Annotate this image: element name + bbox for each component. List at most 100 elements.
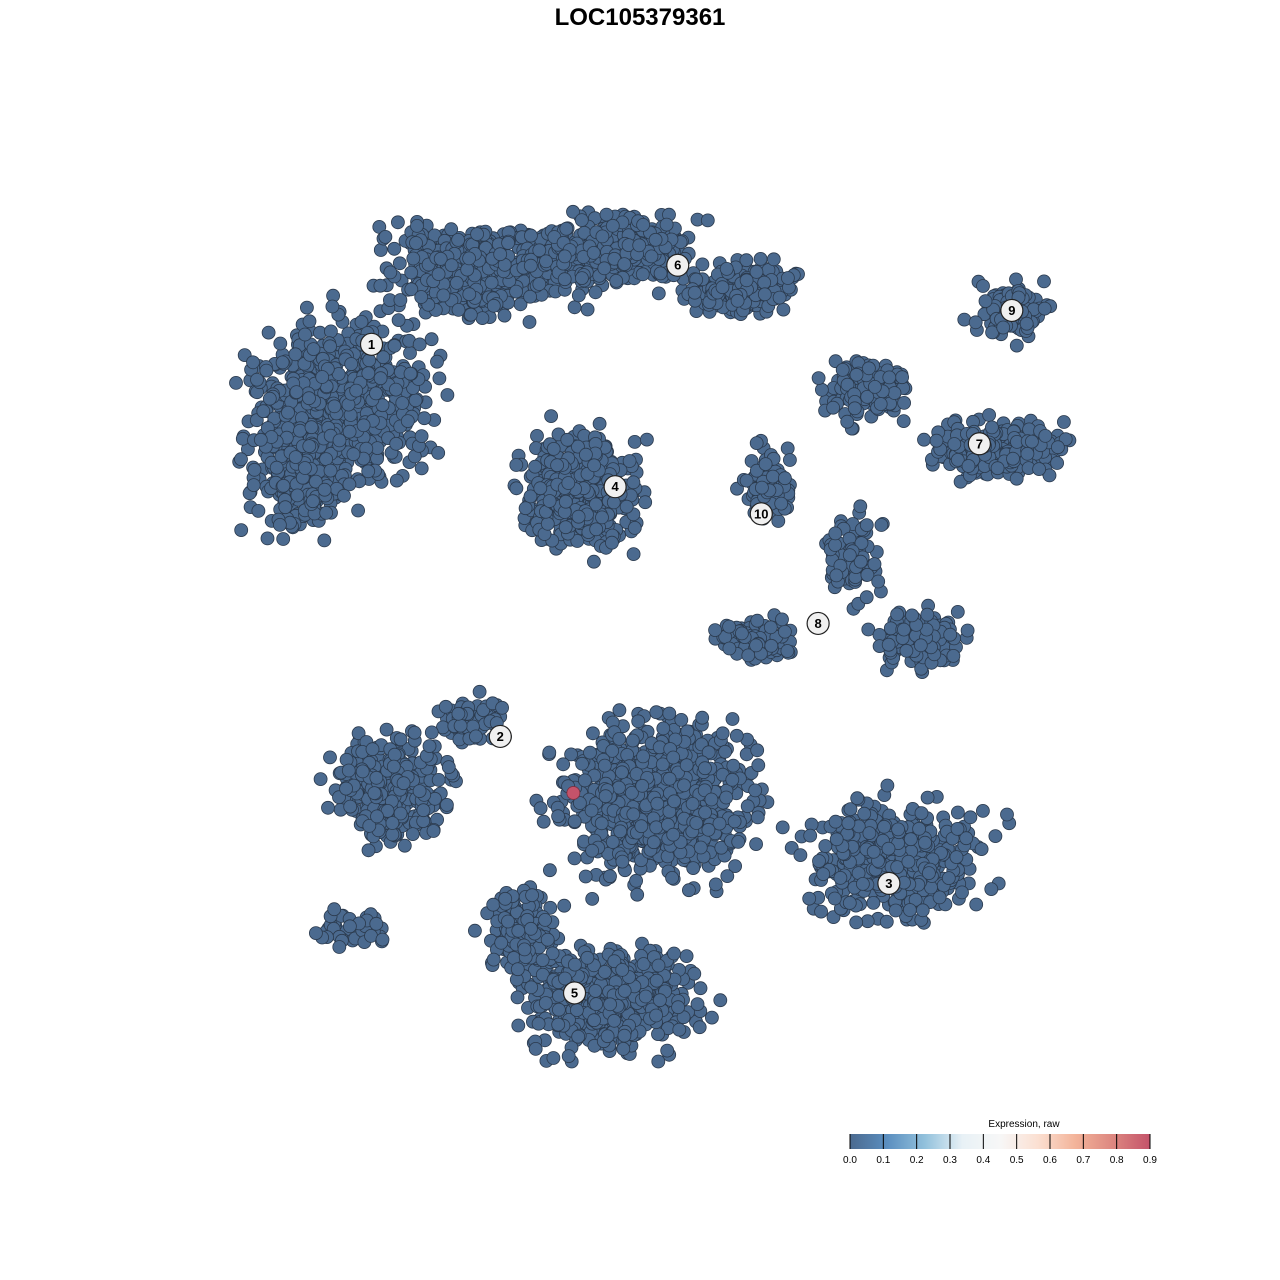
cell-point (567, 814, 582, 829)
cell-point (298, 327, 312, 342)
cell-point (1025, 434, 1039, 449)
cell-point (387, 747, 402, 762)
cell-point (840, 414, 855, 429)
cell-point (634, 819, 649, 834)
cell-point (859, 518, 874, 532)
cell-point (828, 526, 843, 541)
cell-point (718, 744, 732, 759)
cell-point (659, 217, 674, 232)
cell-point (356, 418, 371, 433)
cell-point (585, 843, 599, 858)
cell-point (1038, 428, 1053, 443)
cell-point (749, 837, 763, 851)
cell-point (629, 873, 643, 888)
cell-point (635, 267, 650, 282)
cell-point (750, 743, 765, 758)
cell-point (750, 810, 765, 825)
cell-point (378, 229, 393, 244)
cell-point (575, 271, 589, 286)
cell-point (698, 805, 712, 820)
cell-point (317, 533, 332, 548)
cell-point (766, 469, 780, 484)
cell-point (815, 382, 829, 397)
cell-point (323, 324, 338, 339)
cell-point (943, 627, 958, 642)
cell-point (780, 441, 795, 456)
chart-title: LOC105379361 (554, 4, 726, 31)
cell-point (449, 275, 464, 290)
cell-point (533, 801, 548, 816)
cell-point (343, 799, 358, 814)
cell-point (567, 300, 582, 315)
cell-point (626, 807, 641, 822)
cell-point (305, 494, 320, 509)
cell-point (1009, 471, 1024, 486)
cell-point (695, 710, 710, 725)
cell-point (246, 355, 260, 370)
cell-point (646, 835, 661, 850)
cell-point (613, 824, 628, 839)
cell-point (275, 355, 290, 370)
cell-point (960, 623, 975, 638)
cell-point (719, 790, 734, 805)
cell-point (302, 439, 317, 454)
cell-point (298, 461, 312, 475)
cell-point (406, 251, 421, 266)
cell-point (689, 816, 704, 830)
cell-point (640, 432, 654, 447)
cell-point (638, 495, 653, 510)
cell-point (874, 518, 889, 532)
cell-point (451, 232, 466, 247)
cell-point (390, 215, 405, 230)
cell-point (440, 388, 455, 402)
cell-point (323, 339, 338, 354)
cell-point (725, 772, 740, 787)
cell-point (550, 458, 564, 473)
cell-point (431, 445, 446, 460)
cell-point (560, 432, 575, 447)
cell-point (597, 758, 612, 773)
cell-point (587, 554, 601, 569)
cell-point (704, 792, 719, 807)
cell-point (361, 464, 376, 479)
cell-point (414, 461, 429, 476)
cell-point (524, 228, 538, 243)
cell-point (260, 531, 275, 546)
cell-point (1019, 316, 1034, 331)
cell-point (589, 522, 604, 537)
cell-point (662, 771, 677, 786)
cell-point (587, 458, 601, 473)
cell-point (860, 914, 875, 929)
cell-point (776, 302, 791, 317)
cell-point (416, 803, 431, 818)
cell-point (605, 535, 619, 550)
cell-point (410, 218, 424, 233)
cell-point (976, 279, 990, 293)
cell-point (385, 827, 400, 842)
cell-point (302, 314, 317, 329)
cell-point (412, 337, 427, 352)
cell-point (674, 713, 689, 727)
cell-point (431, 773, 446, 787)
cell-point (679, 758, 694, 773)
cell-point (370, 809, 384, 824)
cell-point (735, 626, 749, 641)
cell-point (551, 809, 565, 824)
cell-point (1032, 462, 1046, 477)
cell-point (299, 300, 314, 315)
cell-point (897, 622, 911, 637)
cell-point (722, 641, 737, 656)
cell-point (453, 718, 468, 733)
cell-point (636, 749, 650, 764)
cell-point (332, 433, 347, 448)
cell-point (781, 271, 795, 285)
cell-point (361, 366, 376, 381)
cell-point (313, 772, 328, 786)
cell-point (632, 238, 647, 253)
cell-point (253, 432, 268, 447)
cell-point (883, 621, 898, 636)
cell-point (897, 395, 911, 410)
cell-point (578, 869, 593, 884)
cell-point (700, 213, 715, 228)
cell-point (431, 267, 446, 282)
